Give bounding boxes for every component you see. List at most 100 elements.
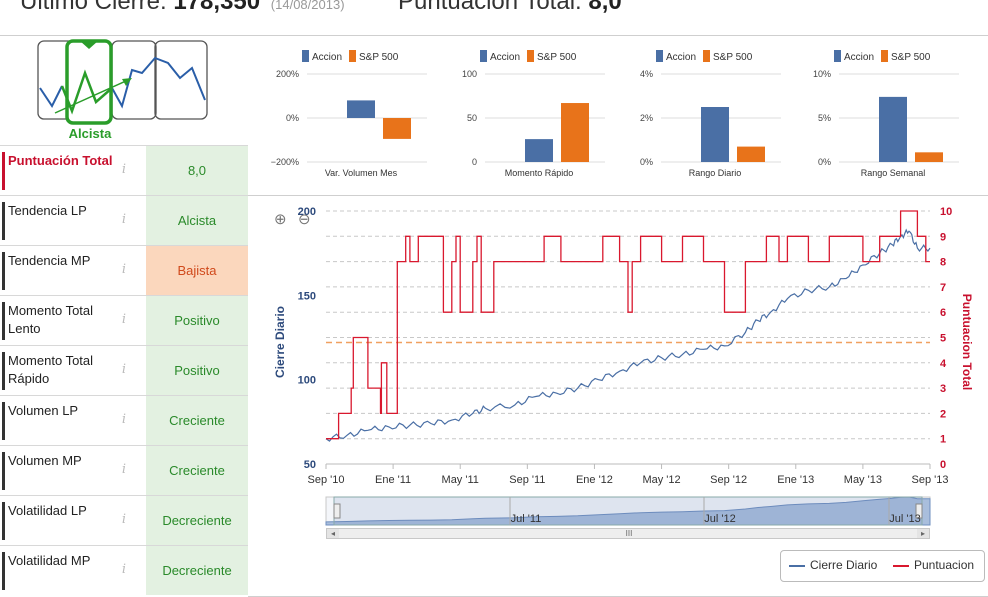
navigator-scrollbar[interactable]: ◂ III ▸ — [326, 528, 930, 539]
info-icon[interactable]: i — [121, 312, 127, 327]
navigator-handle-left — [333, 503, 341, 519]
legend-swatch-accion — [656, 50, 663, 62]
navigator-selection — [333, 496, 923, 526]
navigator-handle-right — [915, 503, 923, 519]
info-icon[interactable]: i — [121, 212, 127, 227]
score-value: Creciente — [146, 446, 248, 495]
tick-label: 10% — [813, 69, 831, 79]
y2-tick-label: 5 — [940, 333, 946, 345]
score-row: Tendencia LP i Alcista — [0, 195, 248, 245]
score-row: Puntuación Total i 8,0 — [0, 145, 248, 195]
category-label: Rango Semanal — [861, 168, 926, 178]
score-series-line — [326, 210, 930, 440]
row-marker — [2, 202, 5, 240]
tick-label: 4% — [640, 69, 653, 79]
score-value: Creciente — [146, 396, 248, 445]
legend-label-accion: Accion — [666, 52, 696, 63]
row-marker — [2, 552, 5, 590]
tick-label: 0% — [640, 157, 653, 167]
row-marker — [2, 252, 5, 290]
trend-badge: Alcista — [0, 38, 248, 144]
legend-label-accion: Accion — [490, 52, 520, 63]
y-axis-title: Cierre Diario — [273, 306, 287, 378]
x-tick-label: Sep '13 — [912, 474, 949, 486]
total-score: Puntuacion Total: 8,0 — [398, 0, 622, 16]
legend-swatch-sp500 — [349, 50, 356, 62]
score-row: Volatilidad LP i Decreciente — [0, 495, 248, 545]
tick-label: 2% — [640, 113, 653, 123]
price-series-line — [325, 228, 931, 442]
y2-tick-label: 9 — [940, 231, 946, 243]
navigator-frame — [325, 496, 931, 526]
y2-tick-label: 4 — [940, 358, 947, 370]
score-value: Positivo — [146, 296, 248, 345]
y2-tick-label: 3 — [940, 383, 946, 395]
x-tick-label: Sep '11 — [509, 474, 545, 486]
legend-swatch-accion — [834, 50, 841, 62]
score-value: Positivo — [146, 346, 248, 395]
navigator-label: Jul '12 — [704, 513, 735, 525]
row-marker — [2, 302, 5, 340]
legend-price-swatch — [789, 564, 805, 567]
score-value: Bajista — [146, 246, 248, 295]
bar-accion — [879, 96, 907, 162]
score-value: Alcista — [146, 196, 248, 245]
tick-label: 0% — [286, 113, 299, 123]
scroll-right-button[interactable]: ▸ — [917, 529, 929, 538]
x-tick-label: Ene '12 — [576, 474, 613, 486]
bar-sp500 — [737, 146, 765, 162]
y2-tick-label: 8 — [940, 257, 946, 269]
last-close-label: Ultimo Cierre: — [20, 0, 167, 15]
y-tick-label: 150 — [298, 290, 316, 302]
x-tick-label: Sep '10 — [308, 474, 345, 486]
zoom-out-icon[interactable]: ⊖ — [298, 211, 311, 228]
info-icon[interactable]: i — [121, 162, 127, 177]
y2-tick-label: 0 — [940, 459, 946, 471]
info-icon[interactable]: i — [121, 512, 127, 527]
main-chart-legend: Cierre Diario Puntuacion — [780, 550, 985, 582]
last-close-value: 178,350 — [173, 0, 261, 15]
row-marker — [2, 152, 5, 190]
x-tick-label: Sep '12 — [710, 474, 747, 486]
score-row: Volumen LP i Creciente — [0, 395, 248, 445]
score-name: Puntuación Total — [8, 153, 113, 168]
tick-label: 0 — [472, 157, 477, 167]
trend-badge-label: Alcista — [68, 126, 112, 141]
scroll-grip-icon[interactable]: III — [625, 529, 633, 538]
zoom-in-icon[interactable]: ⊕ — [274, 211, 287, 228]
row-marker — [2, 452, 5, 490]
score-name: Tendencia MP — [8, 253, 91, 268]
tick-label: 200% — [276, 69, 299, 79]
info-icon[interactable]: i — [121, 412, 127, 427]
info-icon[interactable]: i — [121, 262, 127, 277]
row-marker — [2, 352, 5, 390]
legend-label-accion: Accion — [844, 52, 874, 63]
charts-divider — [248, 195, 988, 196]
x-tick-label: May '11 — [442, 474, 479, 486]
total-score-label: Puntuacion Total: — [398, 0, 582, 15]
score-value: Decreciente — [146, 546, 248, 595]
info-icon[interactable]: i — [121, 562, 127, 577]
y2-tick-label: 10 — [940, 206, 952, 218]
scroll-left-button[interactable]: ◂ — [327, 529, 339, 538]
info-icon[interactable]: i — [121, 362, 127, 377]
score-row: Volumen MP i Creciente — [0, 445, 248, 495]
legend-label-sp500: S&P 500 — [359, 52, 399, 63]
legend-item-score[interactable]: Puntuacion — [893, 558, 974, 572]
score-value: Decreciente — [146, 496, 248, 545]
legend-price-label: Cierre Diario — [810, 558, 878, 572]
header-divider — [0, 35, 988, 36]
bar-accion — [525, 139, 553, 162]
bar-sp500 — [561, 103, 589, 162]
score-name: Momento Total Rápido — [8, 353, 94, 386]
navigator-area — [325, 496, 931, 526]
x-tick-label: May '12 — [642, 474, 680, 486]
last-close-date: (14/08/2013) — [270, 0, 345, 12]
legend-swatch-sp500 — [527, 50, 534, 62]
legend-item-price[interactable]: Cierre Diario — [789, 558, 877, 572]
category-label: Momento Rápido — [505, 168, 574, 178]
info-icon[interactable]: i — [121, 462, 127, 477]
total-score-value: 8,0 — [588, 0, 622, 15]
x-tick-label: May '13 — [844, 474, 882, 486]
category-label: Rango Diario — [689, 168, 742, 178]
